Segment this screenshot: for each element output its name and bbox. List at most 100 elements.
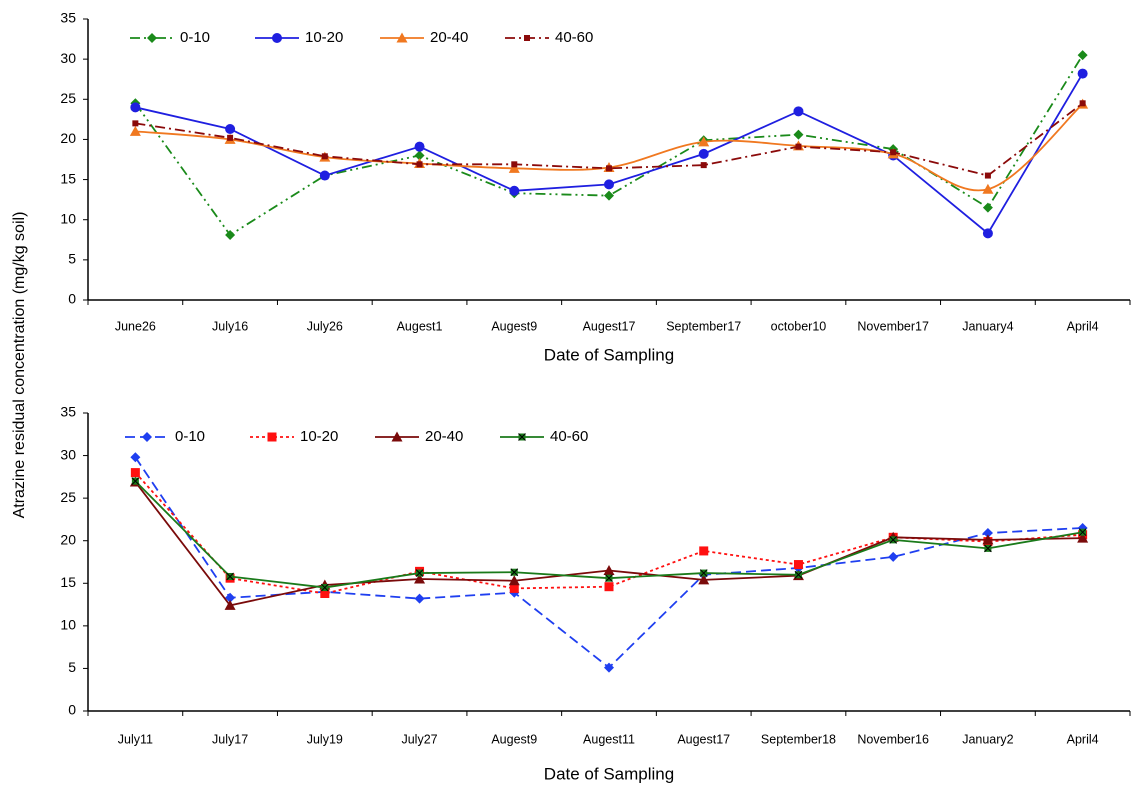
marker [982,528,993,539]
marker [414,593,425,604]
x-tick-label: July11 [118,732,153,746]
marker [1077,50,1088,61]
marker [267,432,277,442]
marker [888,551,899,562]
marker [793,106,804,117]
x-tick-label: September17 [666,319,741,333]
marker [605,574,613,583]
marker [320,583,329,592]
x-tick-label: Augest17 [583,319,636,333]
x-tick-label: January2 [962,732,1013,746]
marker [794,570,803,579]
x-tick-label: July16 [212,319,248,333]
marker [225,123,236,134]
y-tick-label: 30 [60,446,76,462]
x-tick-label: November17 [857,319,929,333]
marker [391,431,403,442]
marker-cross [518,433,526,441]
marker [698,136,710,147]
marker [225,229,236,240]
marker [698,148,709,159]
marker [224,599,236,610]
marker [414,573,426,584]
y-tick-label: 5 [68,659,76,675]
marker [129,125,141,136]
marker [604,179,614,190]
marker [414,141,425,152]
marker [984,172,991,179]
x-tick-label: Augest1 [397,319,443,333]
marker [982,183,994,194]
marker-cross [794,570,803,579]
y-tick-label: 35 [60,10,76,26]
legend-label: 0-10 [180,29,210,46]
legend-label: 0-10 [175,428,205,445]
marker [699,569,708,577]
marker [131,477,140,485]
series-line [135,73,1084,235]
legend-label: 40-60 [555,29,593,46]
series-line [135,102,1084,177]
marker [1079,100,1086,107]
y-tick-label: 30 [60,50,76,66]
marker [793,560,803,570]
marker [982,534,994,545]
y-tick-label: 0 [68,702,76,718]
x-tick-label: July26 [307,319,343,333]
marker [795,143,802,150]
y-tick-label: 10 [60,210,76,226]
x-tick-label: June26 [115,319,156,333]
y-tick-label: 0 [68,291,76,307]
marker-cross [889,536,898,544]
marker [606,165,612,172]
marker [982,228,993,239]
marker [700,162,707,169]
x-axis-label: Date of Sampling [544,345,674,364]
marker [321,153,328,160]
marker [889,536,898,544]
marker [604,582,614,592]
legend-label: 40-60 [550,428,588,445]
marker-cross [131,477,140,485]
marker [415,569,424,577]
marker [603,565,615,576]
marker [984,544,992,553]
x-tick-label: April4 [1067,732,1099,746]
marker [510,568,519,577]
marker [793,129,804,140]
x-tick-label: Augest17 [677,732,730,746]
legend-label: 20-40 [425,428,463,445]
series-line [134,456,1083,669]
marker [604,190,614,201]
y-tick-label: 35 [60,404,76,420]
y-tick-label: 15 [60,170,76,186]
legend-label: 10-20 [305,29,343,46]
marker [225,592,236,603]
marker [518,433,526,441]
x-tick-label: November16 [857,732,929,746]
legend-label: 20-40 [430,29,468,46]
marker [509,583,519,593]
y-tick-label: 20 [60,531,76,547]
series-line [135,103,1084,192]
x-tick-label: october10 [771,319,827,333]
marker-cross [699,569,708,577]
marker [130,452,141,463]
y-tick-label: 20 [60,130,76,146]
y-tick-label: 25 [60,489,76,505]
marker [508,575,520,586]
x-tick-label: July17 [212,732,248,746]
marker [130,468,140,478]
marker [982,202,993,213]
y-tick-label: 25 [60,90,76,106]
marker [414,150,425,161]
x-tick-label: Augest9 [491,732,537,746]
x-tick-label: January4 [962,319,1013,333]
marker [272,33,282,43]
marker [698,574,710,585]
marker [1077,532,1089,543]
marker [132,120,139,127]
marker [147,33,157,43]
x-tick-label: Augest11 [583,732,635,746]
x-tick-label: Augest9 [491,319,537,333]
